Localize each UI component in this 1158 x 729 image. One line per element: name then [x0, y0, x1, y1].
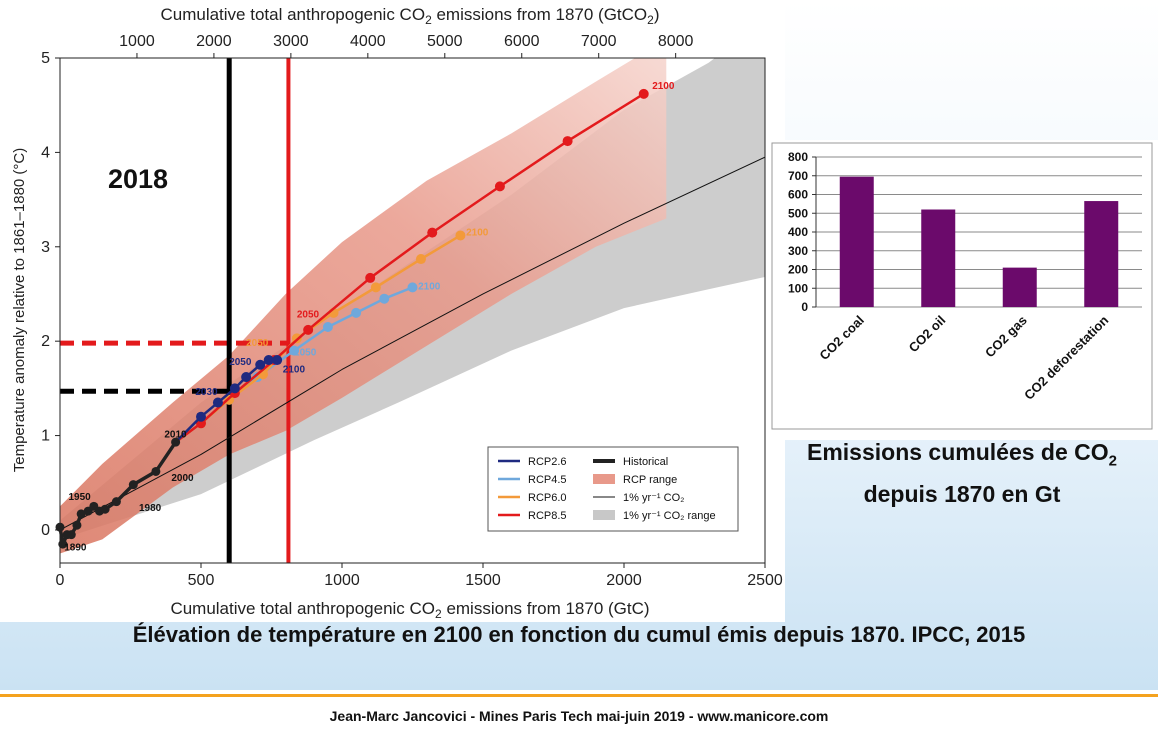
series-pct	[59, 156, 766, 531]
point-label-rcp26: 2100	[283, 364, 306, 375]
point-historical	[100, 504, 110, 514]
top-tick-label: 2000	[196, 33, 232, 50]
point-rcp60	[415, 254, 426, 265]
y-tick-label: 1	[41, 428, 50, 445]
point-label-historical: 1980	[139, 503, 162, 514]
top-tick-label: 5000	[427, 33, 463, 50]
legend-label: 1% yr⁻¹ CO₂ range	[623, 510, 716, 522]
side-chart-caption: Emissions cumulées de CO2 depuis 1870 en…	[806, 439, 1117, 507]
point-rcp85	[494, 181, 505, 192]
point-label-rcp26: 2050	[229, 357, 252, 368]
footer-divider	[0, 694, 1158, 697]
y-tick-label: 4	[41, 144, 50, 161]
y-axis-label: Temperature anomaly relative to 1861–188…	[11, 148, 28, 473]
main-chart: 2050210020502100205021002030205021001890…	[11, 5, 783, 621]
top-tick-label: 4000	[350, 33, 386, 50]
point-rcp85	[562, 136, 573, 147]
x-tick-label: 1000	[324, 572, 360, 589]
point-rcp26	[255, 359, 266, 370]
point-rcp60	[370, 282, 381, 293]
x-tick-label: 0	[56, 572, 65, 589]
legend: RCP2.6 RCP4.5 RCP6.0 RCP8.5 Historical RCP ra…	[487, 446, 739, 532]
x-tick-label: 2500	[747, 572, 783, 589]
series-line-pct	[59, 156, 766, 531]
point-rcp26	[196, 411, 206, 422]
point-historical	[76, 509, 86, 519]
legend-label: RCP2.6	[528, 456, 567, 468]
y-tick-label: 0	[41, 522, 50, 539]
point-historical	[171, 437, 181, 447]
point-label-rcp60: 2100	[466, 227, 489, 238]
legend-label: RCP6.0	[528, 492, 567, 504]
y-tick-label: 5	[41, 50, 50, 67]
series-line-rcp85	[174, 92, 645, 444]
series-historical: 1890 1950 1980 2000 2010	[55, 429, 194, 554]
point-rcp45	[407, 282, 418, 293]
point-rcp60	[455, 230, 466, 241]
series-rcp26: 2030 2050 2100	[174, 355, 306, 444]
x-tick-label: 500	[188, 572, 215, 589]
main-chart-caption: Élévation de température en 2100 en fonc…	[132, 622, 1026, 647]
point-label-historical: 1890	[64, 543, 87, 554]
series-rcp85: 2050 2100	[174, 81, 675, 444]
top-axis-label: Cumulative total anthropogenic CO2 emiss…	[160, 5, 659, 27]
top-tick-label: 6000	[504, 33, 540, 50]
point-rcp26	[272, 355, 283, 366]
point-historical	[66, 530, 76, 540]
legend-swatch	[593, 474, 615, 484]
rcp-range-band	[60, 58, 667, 554]
legend-swatch	[593, 510, 615, 520]
point-historical	[111, 497, 121, 507]
legend-label: Historical	[623, 456, 668, 468]
point-rcp26	[263, 355, 274, 366]
point-historical	[128, 480, 138, 490]
plot-frame	[59, 57, 766, 564]
point-label-rcp60: 2050	[246, 338, 269, 349]
point-rcp26	[212, 397, 223, 408]
legend-label: RCP8.5	[528, 510, 567, 522]
point-rcp85	[303, 324, 314, 335]
point-label-rcp26: 2030	[195, 387, 218, 398]
point-label-historical: 2010	[164, 429, 187, 440]
point-historical	[72, 520, 82, 530]
footer-credit: Jean-Marc Jancovici - Mines Paris Tech m…	[329, 708, 829, 724]
x-tick-label: 2000	[606, 572, 642, 589]
point-rcp85	[638, 88, 649, 99]
legend-label: 1% yr⁻¹ CO₂	[623, 492, 684, 504]
top-tick-label: 1000	[119, 33, 155, 50]
point-rcp45	[322, 322, 333, 333]
top-tick-label: 3000	[273, 33, 309, 50]
point-rcp45	[379, 293, 390, 304]
x-tick-label: 1500	[465, 572, 501, 589]
legend-label: RCP4.5	[528, 474, 567, 486]
year-annotation: 2018	[108, 164, 168, 194]
y-tick-label: 2	[41, 333, 50, 350]
point-rcp45	[351, 307, 362, 318]
point-rcp85	[427, 227, 438, 238]
top-tick-label: 7000	[581, 33, 617, 50]
legend-label: RCP range	[623, 474, 677, 486]
point-label-rcp85: 2050	[297, 310, 320, 321]
point-label-historical: 1950	[68, 492, 91, 503]
point-label-rcp45: 2100	[418, 281, 441, 292]
point-rcp45	[289, 345, 300, 356]
point-historical	[58, 539, 68, 549]
point-rcp26	[241, 372, 252, 383]
point-historical	[151, 466, 161, 476]
point-rcp85	[365, 272, 376, 283]
point-label-rcp85: 2100	[652, 81, 675, 92]
point-label-historical: 2000	[171, 473, 194, 484]
top-tick-label: 8000	[658, 33, 694, 50]
point-rcp26	[229, 383, 240, 394]
point-label-rcp45: 2050	[294, 347, 317, 358]
y-tick-label: 3	[41, 239, 50, 256]
x-axis-label: Cumulative total anthropogenic CO2 emiss…	[170, 599, 649, 621]
